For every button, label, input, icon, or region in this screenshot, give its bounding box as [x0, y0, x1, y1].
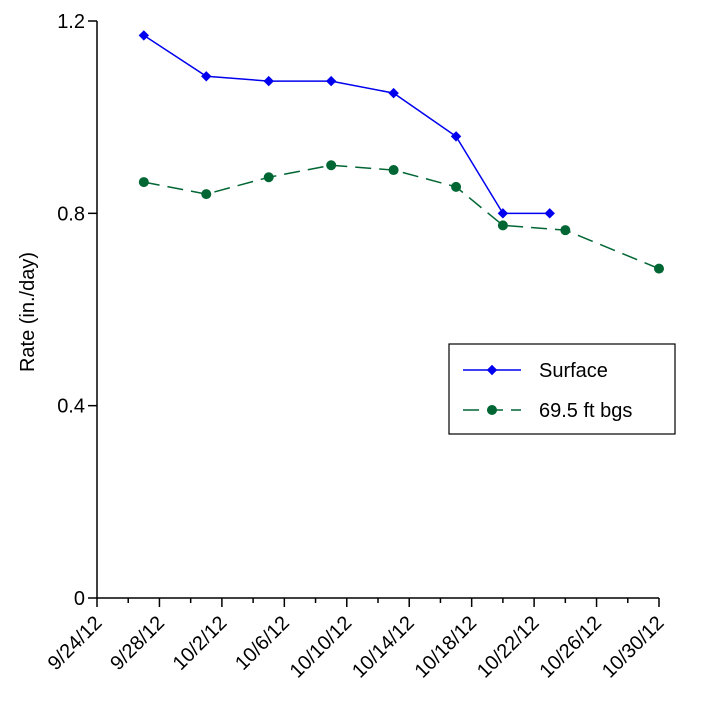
data-point — [263, 75, 274, 87]
series-bgs — [138, 160, 664, 274]
x-tick-label: 10/14/12 — [348, 612, 419, 683]
data-point — [654, 263, 664, 274]
legend-marker — [487, 405, 497, 415]
y-tick-label: 0.4 — [57, 396, 85, 418]
y-tick-label: 1.2 — [57, 11, 85, 33]
data-point — [497, 208, 509, 219]
legend: Surface 69.5 ft bgs — [448, 343, 676, 435]
data-point — [388, 165, 399, 176]
legend-label: Surface — [539, 360, 608, 382]
x-tick-label: 10/2/12 — [169, 612, 232, 675]
data-point — [497, 220, 508, 231]
x-tick-label: 10/6/12 — [231, 612, 294, 675]
data-point — [263, 172, 274, 183]
series-line — [143, 164, 660, 270]
series-layer — [138, 30, 664, 274]
data-point — [325, 75, 337, 87]
x-tick-label: 10/10/12 — [286, 612, 357, 683]
x-tick-label: 10/26/12 — [535, 612, 606, 683]
data-point — [201, 71, 212, 82]
x-tick-label: 9/28/12 — [106, 612, 169, 675]
series-surface — [138, 30, 555, 219]
data-point — [201, 189, 212, 200]
legend-box — [448, 343, 676, 435]
y-tick-label: 0.8 — [57, 203, 85, 225]
legend-entry: 69.5 ft bgs — [463, 400, 632, 422]
data-point — [450, 131, 462, 142]
data-point — [138, 177, 149, 188]
y-axis-title: Rate (in./day) — [17, 252, 39, 372]
data-point — [326, 160, 337, 171]
series-line — [143, 34, 550, 215]
data-point — [388, 87, 399, 99]
x-tick-label: 10/22/12 — [473, 612, 544, 683]
legend-label: 69.5 ft bgs — [539, 400, 632, 422]
y-tick-label: 0 — [74, 588, 85, 610]
data-point — [451, 181, 462, 192]
x-tick-label: 9/24/12 — [44, 612, 107, 675]
data-point — [544, 208, 555, 219]
x-tick-label: 10/30/12 — [598, 612, 669, 683]
data-point — [138, 30, 150, 41]
legend-marker — [486, 364, 498, 376]
data-point — [560, 225, 571, 236]
legend-entry: Surface — [463, 360, 608, 382]
x-tick-label: 10/18/12 — [411, 612, 482, 683]
